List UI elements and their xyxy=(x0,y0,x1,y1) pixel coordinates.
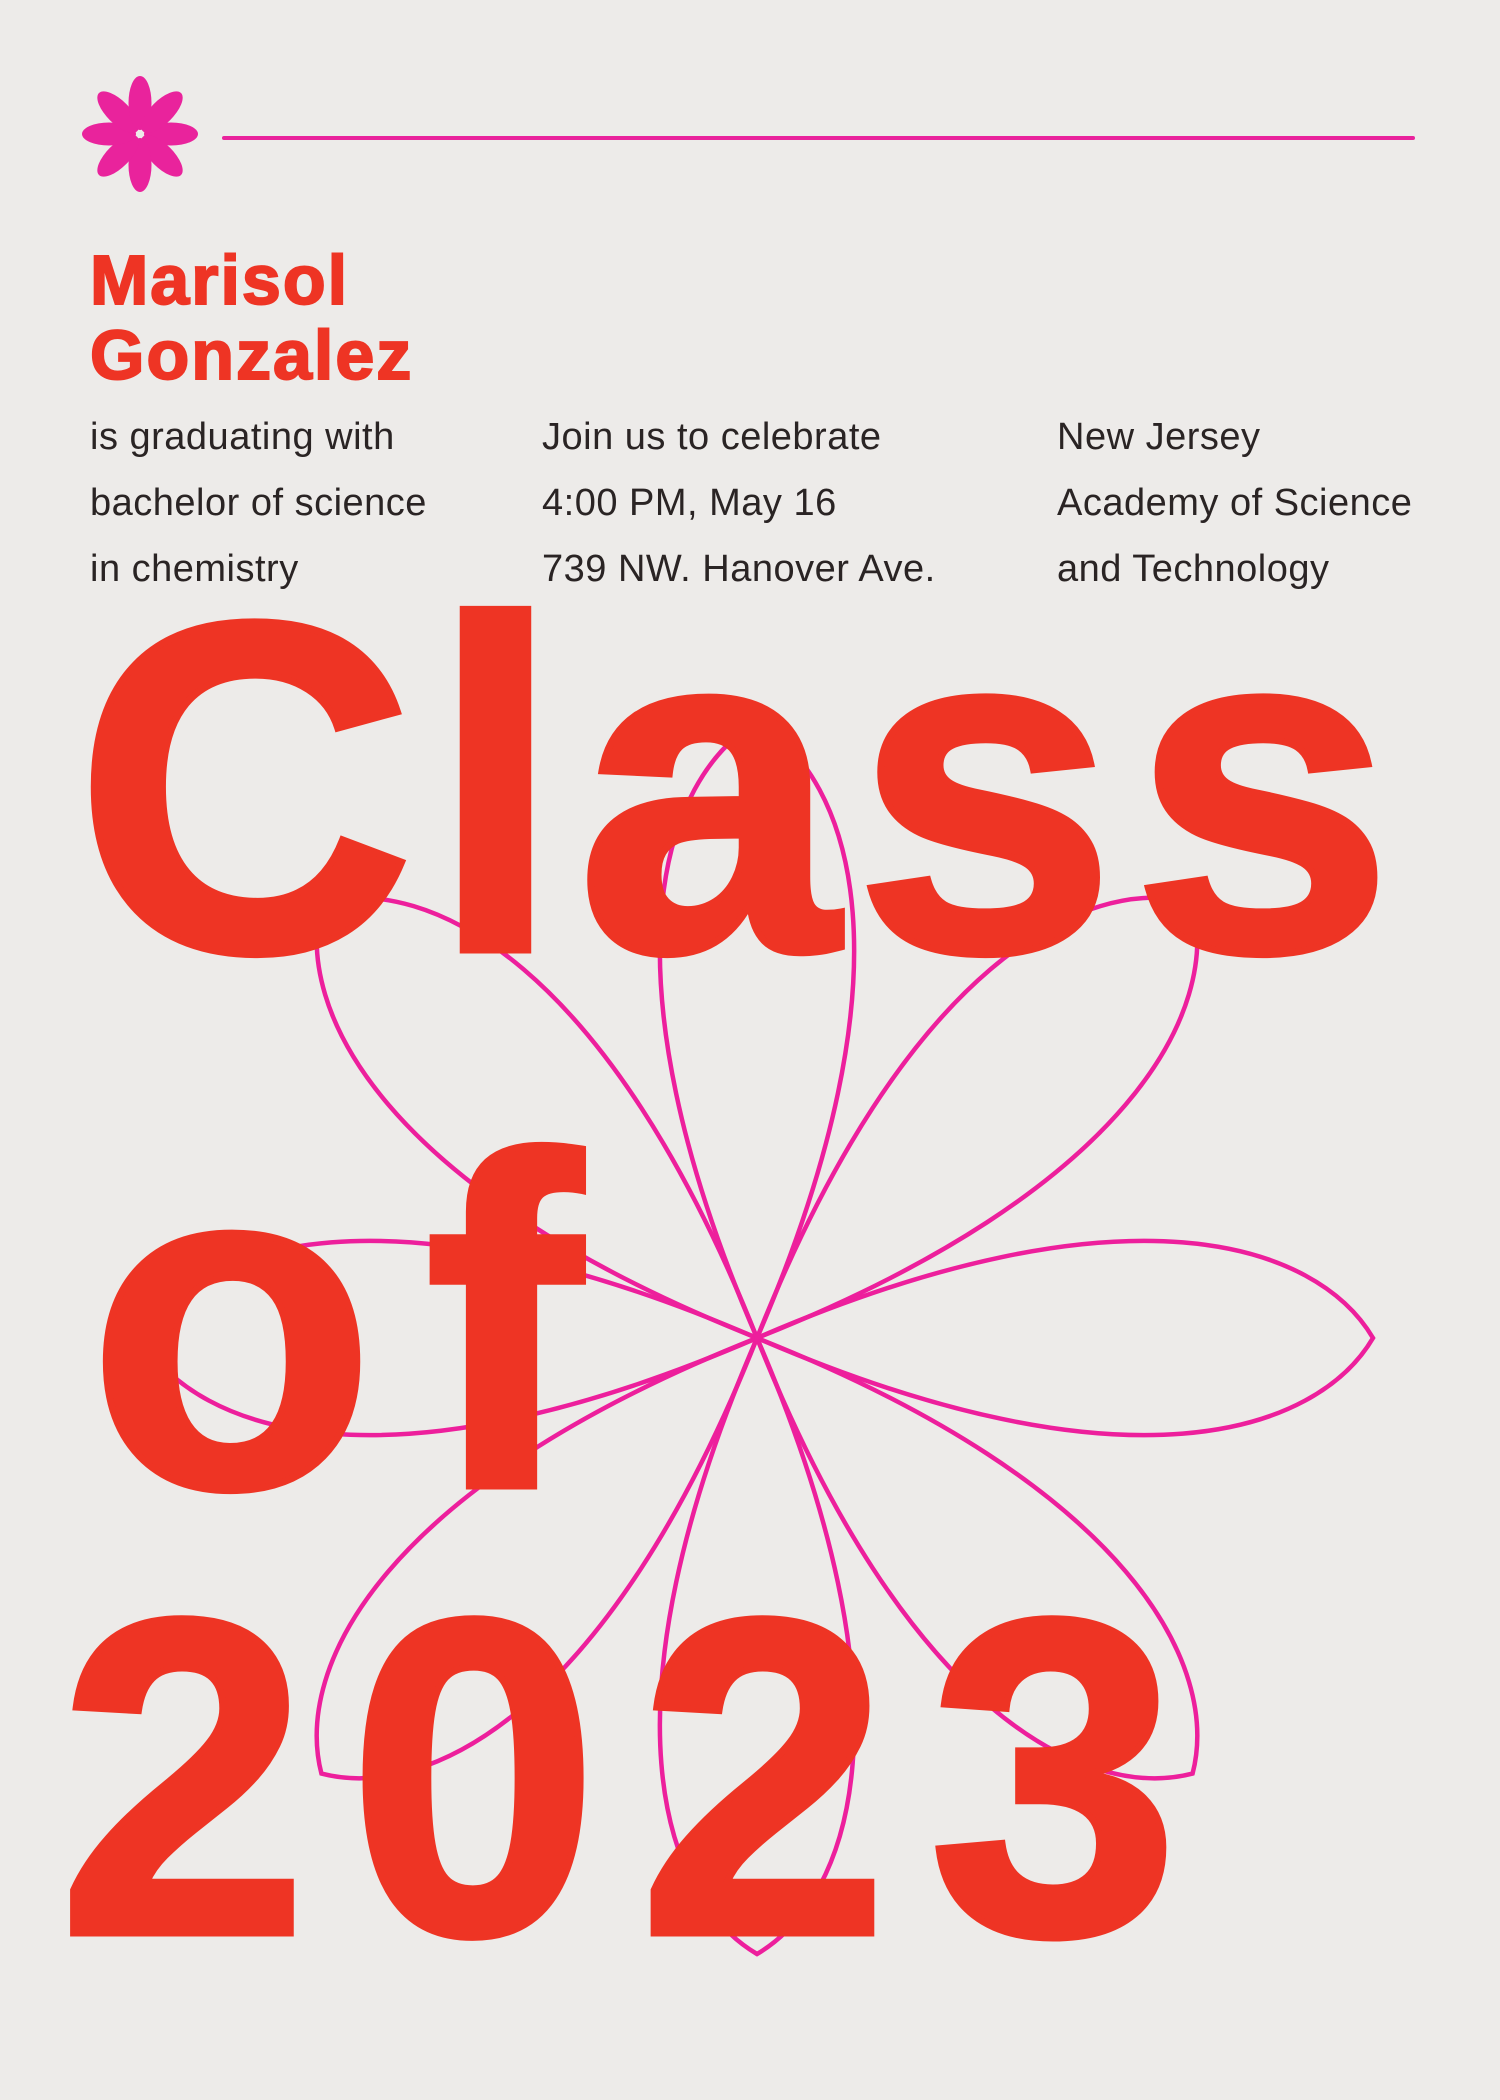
detail-line: Academy of Science xyxy=(1057,482,1413,524)
asterisk-flower-icon xyxy=(82,76,198,192)
school-column: New Jersey Academy of Science and Techno… xyxy=(1057,404,1412,602)
detail-line: is graduating with xyxy=(90,416,395,458)
divider-line xyxy=(222,136,1415,140)
event-time-column: Join us to celebrate 4:00 PM, May 16 739… xyxy=(542,404,936,602)
asterisk-petals xyxy=(82,76,198,192)
detail-line: New Jersey xyxy=(1057,416,1261,458)
degree-details-column: is graduating with bachelor of science i… xyxy=(90,404,427,602)
detail-line: 4:00 PM, May 16 xyxy=(542,482,837,524)
headline-class: Class xyxy=(71,525,1410,1050)
graduate-last-name: Gonzalez xyxy=(89,316,414,394)
graduate-name: Marisol Gonzalez xyxy=(89,241,414,394)
headline-year: 2023 xyxy=(54,1527,1220,2029)
detail-line: and Technology xyxy=(1057,548,1330,590)
detail-line: bachelor of science xyxy=(90,482,427,524)
detail-line: Join us to celebrate xyxy=(542,416,882,458)
detail-line: 739 NW. Hanover Ave. xyxy=(542,548,936,590)
headline-of: of xyxy=(85,1061,632,1586)
flower-petals xyxy=(138,719,1376,1957)
detail-line: in chemistry xyxy=(90,548,299,590)
graduate-first-name: Marisol xyxy=(89,241,350,319)
